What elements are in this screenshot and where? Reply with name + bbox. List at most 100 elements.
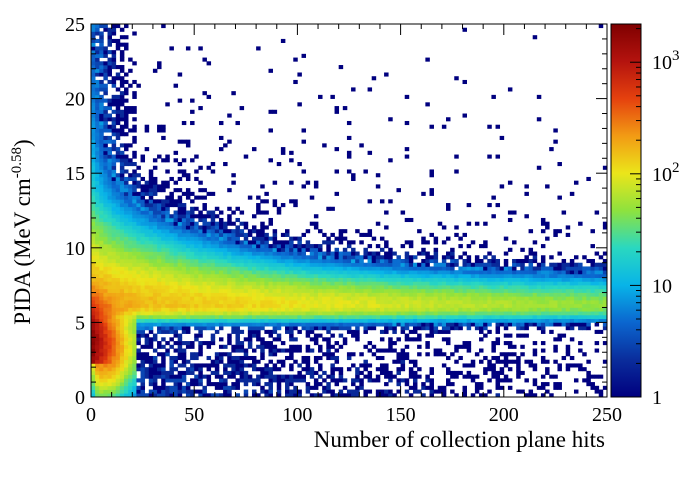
heatmap-cell (161, 352, 165, 356)
heatmap-cell (120, 211, 124, 215)
heatmap-cell (281, 360, 285, 364)
heatmap-cell (264, 225, 268, 229)
heatmap-cell (264, 375, 268, 379)
heatmap-cell (326, 349, 330, 353)
heatmap-cell (227, 285, 231, 289)
heatmap-cell (293, 80, 297, 84)
heatmap-cell (260, 233, 264, 237)
heatmap-cell (273, 281, 277, 285)
heatmap-cell (314, 315, 318, 319)
heatmap-cell (541, 382, 545, 386)
heatmap-cell (95, 233, 99, 237)
heatmap-cell (136, 289, 140, 293)
heatmap-cell (124, 322, 128, 326)
heatmap-cell (240, 375, 244, 379)
heatmap-cell (161, 255, 165, 259)
heatmap-cell (178, 229, 182, 233)
heatmap-cell (186, 278, 190, 282)
heatmap-cell (351, 240, 355, 244)
heatmap-cell (207, 233, 211, 237)
heatmap-cell (178, 248, 182, 252)
heatmap-cell (112, 349, 116, 353)
heatmap-cell (520, 315, 524, 319)
heatmap-cell (302, 266, 306, 270)
heatmap-cell (326, 341, 330, 345)
heatmap-cell (430, 274, 434, 278)
heatmap-cell (450, 255, 454, 259)
heatmap-cell (479, 289, 483, 293)
heatmap-cell (198, 311, 202, 315)
heatmap-cell (95, 128, 99, 132)
heatmap-cell (132, 177, 136, 181)
heatmap-cell (425, 304, 429, 308)
heatmap-cell (359, 285, 363, 289)
heatmap-cell (355, 274, 359, 278)
heatmap-cell (223, 143, 227, 147)
heatmap-cell (388, 337, 392, 341)
heatmap-cell (417, 293, 421, 297)
heatmap-cell (339, 240, 343, 244)
heatmap-cell (231, 91, 235, 95)
heatmap-cell (413, 330, 417, 334)
heatmap-cell (178, 196, 182, 200)
heatmap-cell (273, 322, 277, 326)
heatmap-cell (425, 319, 429, 323)
heatmap-cell (285, 375, 289, 379)
heatmap-cell (103, 322, 107, 326)
heatmap-cell (260, 349, 264, 353)
heatmap-cell (108, 207, 112, 211)
heatmap-cell (566, 307, 570, 311)
heatmap-cell (545, 222, 549, 226)
heatmap-cell (190, 307, 194, 311)
heatmap-cell (157, 281, 161, 285)
heatmap-cell (227, 319, 231, 323)
heatmap-cell (335, 300, 339, 304)
heatmap-cell (178, 266, 182, 270)
heatmap-cell (372, 285, 376, 289)
heatmap-cell (240, 252, 244, 256)
heatmap-cell (590, 263, 594, 267)
heatmap-cell (557, 270, 561, 274)
heatmap-cell (103, 222, 107, 226)
heatmap-cell (108, 188, 112, 192)
heatmap-cell (363, 281, 367, 285)
heatmap-cell (231, 181, 235, 185)
heatmap-cell (116, 285, 120, 289)
heatmap-cell (227, 363, 231, 367)
heatmap-cell (227, 300, 231, 304)
heatmap-cell (174, 296, 178, 300)
heatmap-cell (368, 349, 372, 353)
heatmap-cell (207, 322, 211, 326)
heatmap-cell (322, 326, 326, 330)
heatmap-cell (582, 278, 586, 282)
heatmap-cell (161, 296, 165, 300)
heatmap-cell (149, 263, 153, 267)
heatmap-cell (574, 307, 578, 311)
heatmap-cell (141, 334, 145, 338)
heatmap-cell (557, 300, 561, 304)
heatmap-cell (178, 375, 182, 379)
heatmap-cell (153, 188, 157, 192)
heatmap-cell (198, 270, 202, 274)
heatmap-cell (215, 244, 219, 248)
heatmap-cell (434, 263, 438, 267)
heatmap-cell (368, 263, 372, 267)
heatmap-cell (463, 293, 467, 297)
heatmap-cell (277, 367, 281, 371)
heatmap-cell (417, 345, 421, 349)
heatmap-cell (413, 293, 417, 297)
heatmap-cell (95, 222, 99, 226)
heatmap-cell (194, 378, 198, 382)
heatmap-cell (372, 296, 376, 300)
heatmap-cell (463, 278, 467, 282)
heatmap-cell (504, 356, 508, 360)
heatmap-cell (347, 296, 351, 300)
heatmap-cell (269, 69, 273, 73)
heatmap-cell (132, 173, 136, 177)
heatmap-cell (141, 255, 145, 259)
heatmap-cell (182, 158, 186, 162)
heatmap-cell (231, 285, 235, 289)
heatmap-cell (359, 363, 363, 367)
heatmap-cell (157, 155, 161, 159)
heatmap-cell (289, 285, 293, 289)
